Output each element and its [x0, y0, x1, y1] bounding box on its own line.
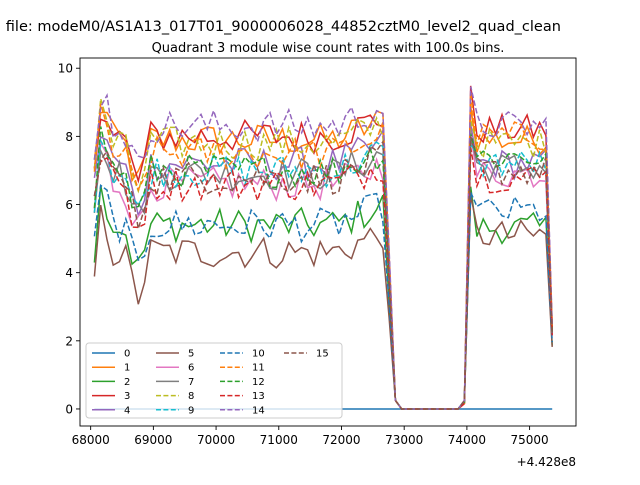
series-line-15	[93, 136, 553, 410]
series-line-14	[93, 86, 553, 410]
y-tick-label: 10	[58, 62, 73, 76]
legend-label: 10	[252, 349, 265, 360]
legend-label: 15	[316, 349, 329, 360]
figure-suptitle: n file: modeM0/AS1A13_017T01_9000006028_…	[0, 19, 561, 35]
series-line-13	[93, 147, 553, 410]
y-axis: 0 2 4 6 8 10	[58, 62, 80, 416]
x-tick-label: 73000	[385, 433, 423, 447]
series-line-6	[93, 132, 553, 410]
legend-label: 9	[188, 405, 194, 416]
series-line-3	[93, 85, 553, 410]
y-tick-label: 6	[65, 198, 73, 212]
legend-label: 4	[124, 405, 130, 416]
legend-label: 1	[124, 363, 130, 374]
series-line-12	[93, 126, 553, 410]
series-line-7	[93, 137, 553, 410]
legend-label: 3	[124, 391, 130, 402]
x-tick-label: 70000	[197, 433, 235, 447]
legend-label: 13	[252, 391, 265, 402]
x-tick-label: 69000	[134, 433, 172, 447]
x-axis: 68000 69000 70000 71000 72000 73000 74000 75000	[72, 426, 549, 447]
axes-frame	[79, 57, 577, 427]
legend-label: 5	[188, 349, 194, 360]
legend-box	[85, 342, 343, 419]
x-tick-label: 75000	[511, 433, 549, 447]
x-tick-label: 74000	[448, 433, 486, 447]
legend-label: 6	[188, 363, 194, 374]
series-layer	[93, 85, 553, 410]
legend-label: 2	[124, 377, 130, 388]
legend-label: 8	[188, 391, 194, 402]
legend-label: 14	[252, 405, 265, 416]
legend-label: 7	[188, 377, 194, 388]
legend-label: 0	[124, 349, 130, 360]
y-tick-label: 0	[65, 402, 73, 416]
series-line-1	[93, 106, 553, 410]
y-tick-label: 4	[65, 266, 73, 280]
x-tick-label: 71000	[260, 433, 298, 447]
x-tick-label: 68000	[72, 433, 110, 447]
x-tick-label: 72000	[322, 433, 360, 447]
y-tick-label: 2	[65, 334, 73, 348]
series-line-2	[93, 185, 553, 410]
chart-title: Quadrant 3 module wise count rates with …	[152, 41, 505, 56]
x-offset-label: +4.428e8	[517, 455, 576, 469]
legend-label: 12	[252, 377, 265, 388]
series-line-10	[93, 184, 553, 410]
series-line-5	[93, 195, 553, 410]
series-line-11	[93, 92, 553, 410]
y-tick-label: 8	[65, 130, 73, 144]
legend-label: 11	[252, 363, 265, 374]
series-line-8	[93, 98, 553, 410]
